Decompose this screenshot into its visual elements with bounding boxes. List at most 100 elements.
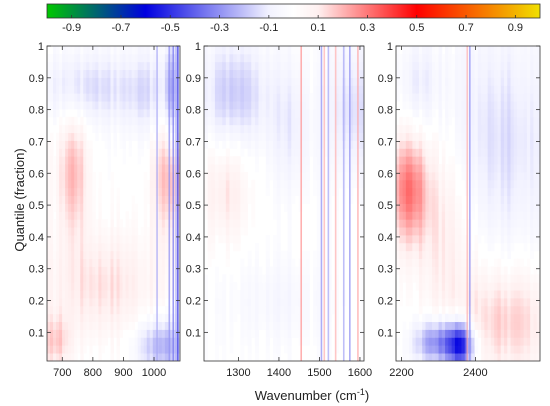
heatmap-cell bbox=[158, 227, 163, 236]
heatmap-cell bbox=[415, 242, 420, 252]
heatmap-cell bbox=[405, 227, 410, 236]
heatmap-cell bbox=[432, 313, 436, 323]
heatmap-cell bbox=[229, 156, 234, 165]
heatmap-cell bbox=[119, 290, 123, 299]
heatmap-cell bbox=[445, 250, 449, 260]
heatmap-cell bbox=[131, 242, 136, 252]
heatmap-cell bbox=[254, 93, 259, 102]
heatmap-cell bbox=[149, 345, 154, 354]
heatmap-cell bbox=[477, 266, 482, 275]
heatmap-cell bbox=[125, 250, 130, 260]
heatmap-cell bbox=[128, 148, 133, 157]
heatmap-cell bbox=[445, 313, 449, 323]
heatmap-cell bbox=[143, 109, 148, 118]
heatmap-cell bbox=[74, 85, 78, 94]
heatmap-cell bbox=[356, 46, 361, 55]
heatmap-cell bbox=[50, 211, 54, 220]
heatmap-cell bbox=[56, 187, 60, 197]
heatmap-cell bbox=[418, 85, 423, 94]
heatmap-cell bbox=[360, 109, 364, 118]
heatmap-cell bbox=[110, 195, 114, 204]
heatmap-cell bbox=[494, 85, 498, 94]
heatmap-cell bbox=[158, 219, 163, 228]
heatmap-cell bbox=[225, 250, 230, 260]
heatmap-cell bbox=[244, 93, 249, 102]
colorbar: -0.9 -0.7 -0.5 -0.3 -0.1 0.1 0.3 0.5 0.7 0.9 bbox=[46, 3, 541, 34]
heatmap-cell bbox=[92, 211, 96, 220]
heatmap-cell bbox=[353, 109, 358, 118]
heatmap-cell bbox=[438, 187, 443, 197]
heatmap-cell bbox=[225, 211, 230, 220]
heatmap-cell bbox=[484, 77, 489, 86]
heatmap-cell bbox=[471, 274, 475, 283]
heatmap-cell bbox=[530, 203, 534, 212]
heatmap-cell bbox=[287, 337, 292, 346]
heatmap-cell bbox=[222, 164, 227, 173]
heatmap-cell bbox=[273, 61, 278, 71]
heatmap-cell bbox=[116, 101, 120, 110]
heatmap-cell bbox=[214, 53, 219, 63]
heatmap-cell bbox=[435, 227, 439, 236]
heatmap-cell bbox=[487, 85, 492, 94]
heatmap-cell bbox=[412, 242, 417, 252]
heatmap-cell bbox=[204, 203, 209, 212]
heatmap-cell bbox=[89, 77, 93, 86]
heatmap-cell bbox=[211, 242, 216, 252]
heatmap-cell bbox=[510, 172, 515, 181]
heatmap-cell bbox=[448, 266, 453, 275]
heatmap-cell bbox=[276, 321, 281, 330]
heatmap-cell bbox=[490, 203, 495, 212]
x-tick-label: 800 bbox=[84, 367, 102, 379]
heatmap-cell bbox=[229, 93, 234, 102]
heatmap-cell bbox=[251, 93, 256, 102]
heatmap-cell bbox=[487, 156, 492, 165]
heatmap-cell bbox=[68, 219, 72, 228]
heatmap-cell bbox=[240, 274, 245, 283]
heatmap-cell bbox=[161, 93, 166, 102]
heatmap-cell bbox=[240, 46, 245, 55]
heatmap-cell bbox=[59, 282, 63, 291]
heatmap-cell bbox=[287, 116, 292, 126]
heatmap-cell bbox=[276, 305, 281, 315]
heatmap-cell bbox=[273, 116, 278, 126]
heatmap-cell bbox=[526, 227, 531, 236]
heatmap-cell bbox=[520, 235, 525, 244]
heatmap-cell bbox=[251, 46, 256, 55]
heatmap-cell bbox=[59, 53, 63, 63]
heatmap-cell bbox=[56, 85, 60, 94]
y-tick-label: 0.3 bbox=[378, 264, 393, 276]
heatmap-cell bbox=[405, 235, 410, 244]
heatmap-cell bbox=[487, 321, 492, 330]
heatmap-cell bbox=[214, 345, 219, 354]
heatmap-cell bbox=[497, 321, 502, 330]
heatmap-cell bbox=[302, 321, 307, 330]
heatmap-cell bbox=[128, 345, 133, 354]
heatmap-cell bbox=[65, 258, 69, 267]
heatmap-cell bbox=[513, 172, 518, 181]
heatmap-cell bbox=[504, 116, 508, 126]
heatmap-cell bbox=[294, 109, 299, 118]
heatmap-cell bbox=[59, 140, 63, 149]
y-tick-label: 0.1 bbox=[378, 327, 393, 339]
heatmap-cell bbox=[137, 290, 142, 299]
heatmap-cell bbox=[146, 250, 151, 260]
heatmap-cell bbox=[134, 53, 139, 63]
heatmap-cell bbox=[110, 353, 114, 361]
heatmap-cell bbox=[435, 148, 439, 157]
heatmap-cell bbox=[98, 266, 102, 275]
heatmap-cell bbox=[273, 329, 278, 338]
heatmap-cell bbox=[137, 337, 142, 346]
x-tick-label: 700 bbox=[53, 367, 71, 379]
heatmap-cell bbox=[222, 140, 227, 149]
heatmap-cell bbox=[276, 203, 281, 212]
heatmap-cell bbox=[122, 305, 126, 315]
heatmap-cell bbox=[164, 69, 169, 78]
heatmap-cell bbox=[438, 282, 443, 291]
heatmap-cell bbox=[510, 69, 515, 78]
heatmap-cell bbox=[313, 250, 318, 260]
heatmap-cell bbox=[454, 282, 459, 291]
heatmap-cell bbox=[287, 345, 292, 354]
colorbar-tick-label: 0.9 bbox=[508, 22, 523, 34]
heatmap-cell bbox=[258, 77, 263, 86]
